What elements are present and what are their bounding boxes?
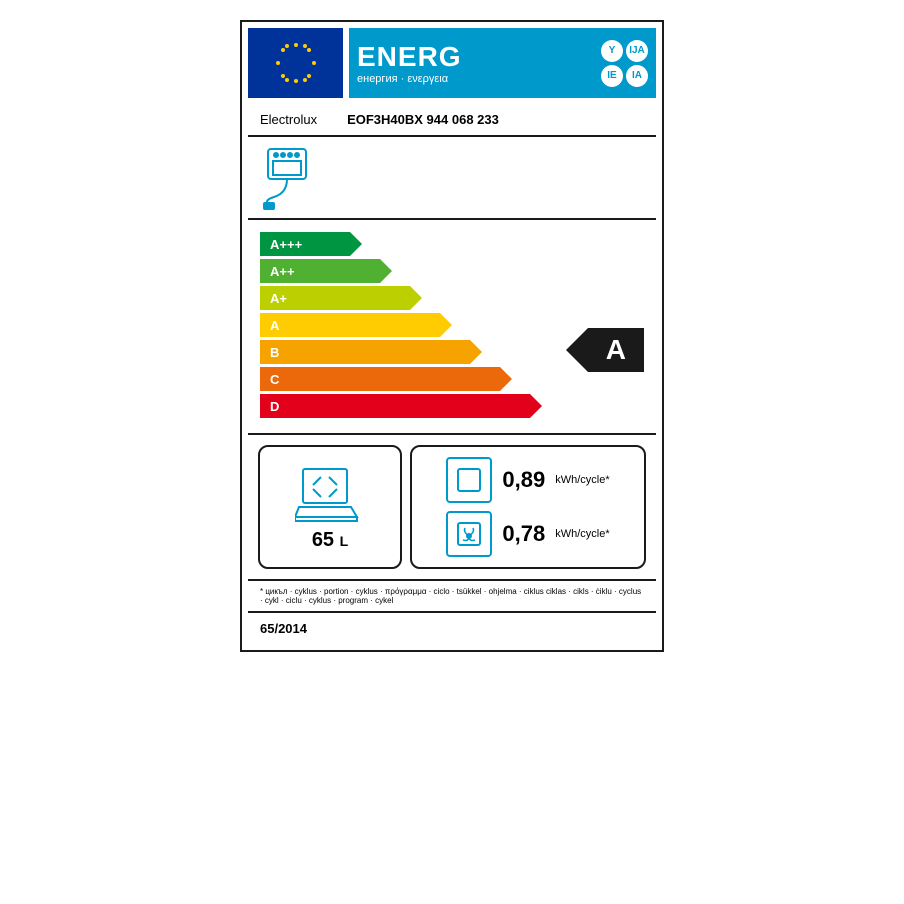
rating-badge: A (588, 328, 644, 372)
scale-row: A+++ (260, 232, 644, 256)
scale-bar: A+ (260, 286, 410, 310)
info-section: 65 L 0,89 kWh/cycle* 0,78 kWh/cycle* (248, 435, 656, 581)
language-circles: Y IJA IE IA (601, 40, 648, 87)
conventional-unit: kWh/cycle* (555, 474, 609, 486)
energy-banner: ENERG енергия · ενεργεια Y IJA IE IA (349, 28, 656, 98)
consumption-box: 0,89 kWh/cycle* 0,78 kWh/cycle* (410, 445, 646, 569)
conventional-row: 0,89 kWh/cycle* (446, 457, 609, 503)
oven-capacity-icon (295, 463, 365, 523)
capacity-value: 65 L (312, 529, 348, 552)
fan-icon (446, 511, 492, 557)
energy-label: ENERG енергия · ενεργεια Y IJA IE IA Ele… (240, 20, 664, 652)
footer-note: * цикъл · cyklus · portion · cyklus · πρ… (248, 581, 656, 613)
scale-bar: D (260, 394, 530, 418)
scale-bar: A (260, 313, 440, 337)
regulation: 65/2014 (248, 613, 656, 644)
conventional-icon (446, 457, 492, 503)
conventional-value: 0,89 (502, 467, 545, 493)
fan-value: 0,78 (502, 521, 545, 547)
oven-icon-row (248, 137, 656, 220)
scale-bar: A++ (260, 259, 380, 283)
capacity-box: 65 L (258, 445, 402, 569)
scale-bar: A+++ (260, 232, 350, 256)
lang-circle: IA (626, 65, 648, 87)
eu-flag-icon (248, 28, 343, 98)
scale-bar: B (260, 340, 470, 364)
lang-circle: IE (601, 65, 623, 87)
scale-row: D (260, 394, 644, 418)
product-info: Electrolux EOF3H40BX 944 068 233 (248, 104, 656, 137)
fan-unit: kWh/cycle* (555, 528, 609, 540)
efficiency-scale: A+++A++A+ABCD A (248, 220, 656, 435)
scale-row: A++ (260, 259, 644, 283)
fan-row: 0,78 kWh/cycle* (446, 511, 609, 557)
model: EOF3H40BX 944 068 233 (347, 112, 499, 127)
lang-circle: IJA (626, 40, 648, 62)
brand: Electrolux (260, 112, 317, 127)
header: ENERG енергия · ενεργεια Y IJA IE IA (242, 22, 662, 104)
scale-bar: C (260, 367, 500, 391)
oven-plug-icon (260, 145, 320, 210)
energy-subtitle: енергия · ενεργεια (357, 73, 462, 85)
energy-title: ENERG (357, 41, 462, 73)
lang-circle: Y (601, 40, 623, 62)
scale-row: A+ (260, 286, 644, 310)
